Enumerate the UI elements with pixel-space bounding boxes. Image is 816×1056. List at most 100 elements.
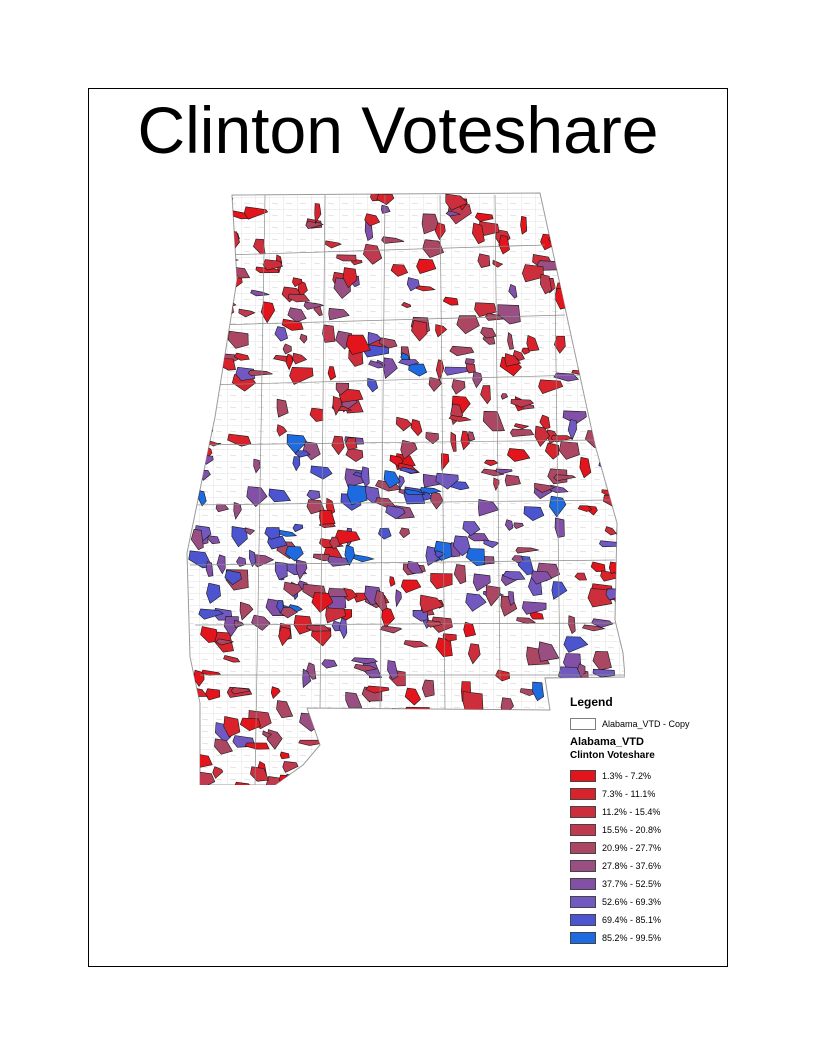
precinct — [345, 437, 358, 451]
precinct — [421, 679, 435, 698]
precinct — [404, 488, 426, 495]
precinct — [410, 419, 423, 437]
precinct — [600, 328, 625, 342]
precinct — [346, 484, 368, 506]
precinct — [378, 719, 389, 735]
precinct — [614, 286, 625, 295]
precinct — [284, 773, 298, 785]
precinct — [430, 573, 453, 590]
precinct — [604, 526, 617, 536]
precinct — [314, 203, 322, 225]
precinct — [415, 285, 436, 292]
precinct — [480, 385, 491, 405]
precinct — [287, 307, 307, 323]
legend-title: Legend — [570, 695, 613, 709]
precinct — [590, 561, 606, 572]
precinct — [299, 333, 308, 344]
precinct — [617, 361, 625, 381]
legend-class-label: 85.2% - 99.5% — [602, 933, 662, 943]
precinct — [336, 254, 357, 262]
precinct — [385, 768, 402, 784]
precinct — [321, 659, 338, 669]
precinct — [209, 204, 230, 218]
precinct — [274, 326, 289, 342]
legend-class-row: 15.5% - 20.8% — [570, 821, 720, 839]
precinct — [297, 280, 308, 298]
precinct — [329, 536, 341, 550]
precinct — [586, 199, 607, 214]
precinct — [467, 643, 481, 665]
precinct — [192, 229, 217, 248]
precinct — [616, 528, 623, 542]
precinct — [526, 334, 540, 352]
precinct — [540, 757, 550, 768]
precinct — [444, 366, 469, 376]
precinct — [199, 310, 215, 330]
precinct — [520, 215, 528, 235]
precinct — [498, 235, 510, 255]
precinct — [577, 336, 587, 357]
legend-swatch — [570, 932, 596, 944]
county-line — [554, 284, 561, 681]
precinct — [381, 236, 405, 244]
precinct — [585, 383, 605, 395]
legend-base-label: Alabama_VTD - Copy — [602, 719, 690, 729]
precinct — [547, 204, 567, 225]
precinct — [558, 213, 580, 235]
legend-swatch — [570, 896, 596, 908]
precinct — [510, 399, 535, 408]
precinct — [466, 363, 476, 374]
precinct — [190, 528, 204, 551]
precinct — [197, 428, 207, 447]
legend-class-row: 7.3% - 11.1% — [570, 785, 720, 803]
precinct — [199, 250, 216, 262]
precinct — [197, 223, 214, 239]
precinct — [500, 393, 509, 400]
precinct — [260, 301, 276, 324]
precinct — [319, 509, 336, 525]
precinct — [451, 395, 471, 416]
county-line — [494, 194, 501, 681]
precinct — [554, 214, 577, 228]
precinct — [232, 781, 257, 785]
precinct — [208, 535, 221, 545]
legend-swatch — [570, 770, 596, 782]
precinct — [449, 345, 475, 357]
legend-swatch — [570, 842, 596, 854]
precinct — [395, 416, 413, 432]
precinct — [580, 341, 595, 361]
precinct — [302, 668, 312, 689]
precinct — [379, 727, 394, 748]
precinct — [411, 319, 428, 342]
precinct — [483, 459, 499, 467]
precinct — [243, 206, 269, 220]
precinct — [482, 410, 505, 432]
precinct — [345, 447, 364, 462]
precinct — [224, 569, 242, 586]
precinct — [408, 363, 428, 377]
precinct — [268, 488, 292, 503]
precinct — [209, 193, 234, 201]
precinct — [334, 529, 361, 545]
legend-class-row: 52.6% - 69.3% — [570, 893, 720, 911]
precinct — [205, 561, 214, 577]
precinct — [289, 366, 314, 385]
precinct — [451, 379, 466, 395]
county-line — [379, 194, 386, 711]
precinct — [233, 352, 250, 361]
precinct — [292, 523, 304, 533]
precinct — [488, 711, 496, 727]
precinct — [306, 489, 321, 501]
precinct — [616, 408, 625, 426]
precinct — [211, 220, 221, 243]
precinct — [367, 378, 379, 393]
precinct — [223, 655, 241, 663]
precinct — [509, 428, 535, 437]
precinct — [332, 395, 343, 416]
precinct — [507, 332, 514, 350]
precinct — [485, 585, 501, 607]
alabama-vtd-map[interactable] — [185, 185, 625, 785]
precinct — [276, 600, 284, 614]
precinct — [365, 685, 390, 694]
precinct — [214, 738, 233, 755]
